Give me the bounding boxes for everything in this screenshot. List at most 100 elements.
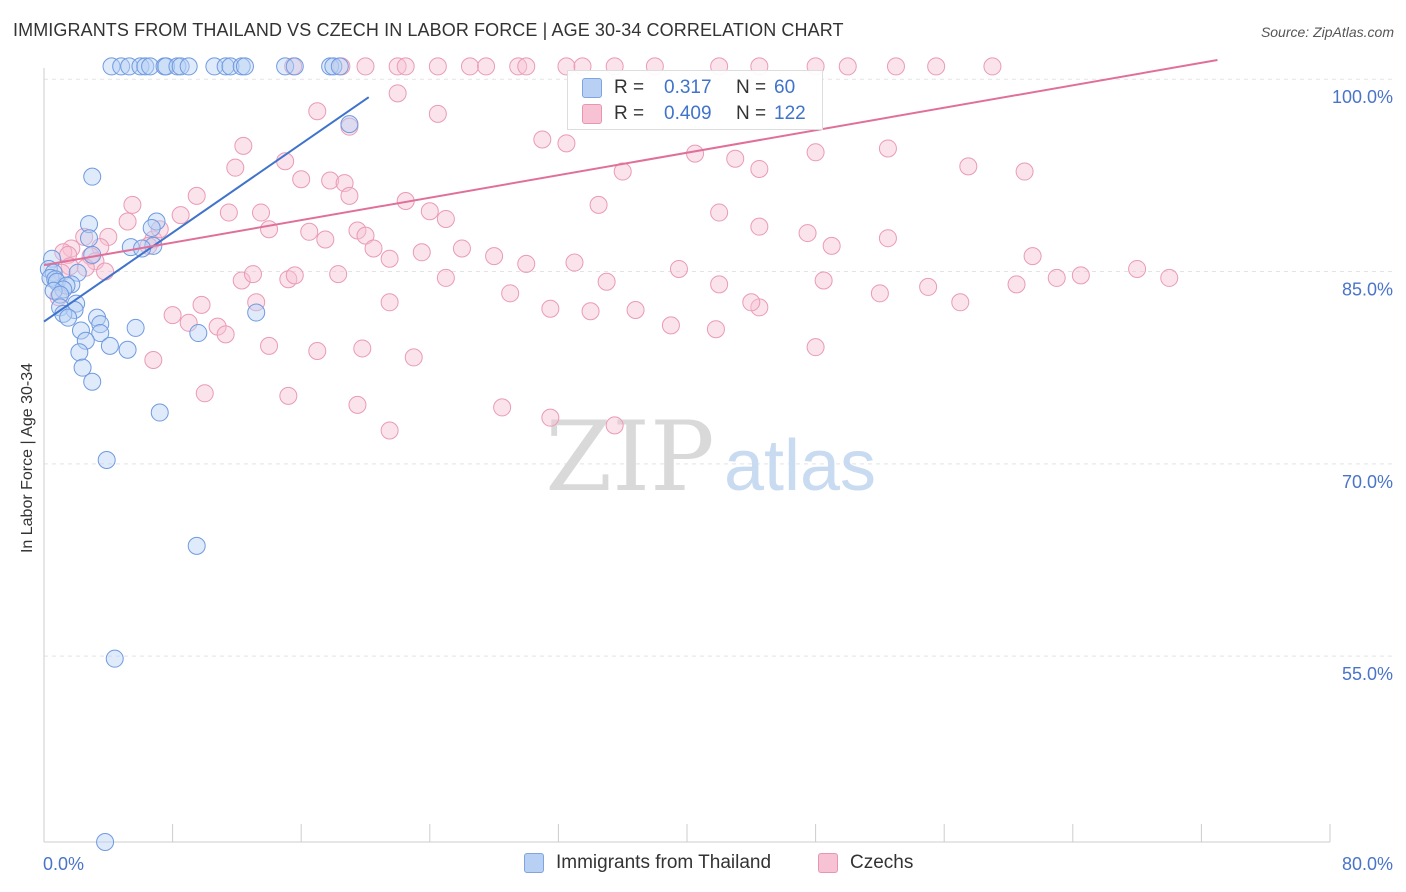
czechs-point	[706, 320, 725, 339]
thailand-point	[136, 57, 155, 76]
stats-legend-row-czechs: R = 0.409 N = 122	[582, 102, 806, 126]
n-label: N =	[736, 77, 767, 98]
y-tick-label: 85.0%	[1342, 280, 1393, 300]
czechs-point	[1128, 259, 1147, 278]
czechs-point	[1071, 266, 1090, 285]
axes	[43, 68, 1331, 843]
czechs-point	[814, 271, 833, 290]
n-value: 60	[774, 77, 796, 98]
czechs-point	[661, 316, 680, 335]
czechs-point	[123, 195, 142, 214]
czechs-point	[485, 247, 504, 266]
czechs-point	[428, 104, 447, 123]
czechs-point	[163, 306, 182, 325]
czechs-point	[750, 217, 769, 236]
czechs-point	[356, 226, 375, 245]
thailand-point	[54, 280, 73, 299]
legend-label-czechs: Czechs	[850, 852, 914, 873]
czechs-point	[886, 57, 905, 76]
czechs-point	[308, 342, 327, 361]
watermark-zip: ZIP	[545, 401, 714, 513]
czechs-point	[118, 212, 137, 231]
chart-title: IMMIGRANTS FROM THAILAND VS CZECH IN LAB…	[13, 20, 844, 40]
czechs-point	[96, 262, 115, 281]
czechs-point	[364, 239, 383, 258]
czechs-point	[388, 84, 407, 103]
thailand-point	[189, 324, 208, 343]
czechs-point	[380, 421, 399, 440]
czechs-point	[710, 203, 729, 222]
thailand-point	[70, 343, 89, 362]
legend-swatch-thailand	[524, 853, 544, 873]
czechs-point	[171, 206, 190, 225]
series-legend: Immigrants from Thailand Czechs	[0, 852, 1406, 878]
swatch-czechs	[582, 104, 602, 124]
czechs-point	[234, 136, 253, 155]
czechs-point	[541, 408, 560, 427]
czechs-point	[750, 159, 769, 178]
czechs-point	[356, 57, 375, 76]
czechs-point	[589, 195, 608, 214]
thailand-point	[141, 57, 160, 76]
czechs-point	[247, 293, 266, 312]
czechs-point	[919, 277, 938, 296]
thailand-point	[80, 229, 99, 248]
thailand-point	[330, 57, 349, 76]
n-value: 122	[774, 103, 806, 124]
czechs-point	[726, 149, 745, 168]
r-label: R =	[614, 103, 645, 124]
thailand-point	[59, 308, 78, 327]
czechs-point	[316, 230, 335, 249]
thailand-point	[80, 215, 99, 234]
czechs-point	[292, 170, 311, 189]
tick-labels: 100.0% 85.0% 70.0% 55.0% 0.0% 80.0%	[43, 87, 1393, 874]
czechs-point	[428, 57, 447, 76]
czechs-point	[870, 284, 889, 303]
czechs-point	[340, 186, 359, 205]
thailand-trend-line	[43, 96, 370, 323]
thailand-point	[285, 57, 304, 76]
legend-item-czechs[interactable]: Czechs	[818, 852, 913, 874]
czechs-point	[1015, 162, 1034, 181]
y-tick-label: 100.0%	[1332, 87, 1393, 107]
czechs-point	[951, 293, 970, 312]
czechs-point	[565, 253, 584, 272]
czechs-point	[1023, 247, 1042, 266]
thailand-point	[187, 536, 206, 555]
thailand-point	[91, 324, 110, 343]
czechs-point	[806, 338, 825, 357]
czechs-point	[1047, 268, 1066, 287]
czechs-point	[927, 57, 946, 76]
czechs-point	[878, 229, 897, 248]
czechs-point	[226, 158, 245, 177]
czechs-point	[581, 302, 600, 321]
swatch-thailand	[582, 78, 602, 98]
czechs-point	[517, 254, 536, 273]
czechs-point	[260, 220, 279, 239]
czechs-point	[300, 222, 319, 241]
thailand-point	[247, 303, 266, 322]
legend-item-thailand[interactable]: Immigrants from Thailand	[524, 852, 771, 874]
czechs-point	[798, 224, 817, 243]
czechs-point	[285, 266, 304, 285]
czechs-point	[219, 203, 238, 222]
thailand-point	[142, 218, 161, 237]
n-label: N =	[736, 103, 767, 124]
thailand-point	[235, 57, 254, 76]
x-tick-label: 80.0%	[1342, 854, 1393, 874]
thailand-point	[105, 649, 124, 668]
czechs-point	[348, 395, 367, 414]
czechs-point	[597, 272, 616, 291]
thailand-point	[97, 450, 116, 469]
y-tick-label: 55.0%	[1342, 664, 1393, 684]
czechs-point	[187, 186, 206, 205]
czechs-point	[452, 239, 471, 258]
czechs-point	[353, 339, 372, 358]
watermark-atlas: atlas	[724, 426, 876, 506]
watermark: ZIP atlas	[545, 401, 876, 513]
thailand-point	[340, 115, 359, 134]
thailand-point	[83, 167, 102, 186]
czechs-point	[195, 384, 214, 403]
thailand-point	[131, 57, 150, 76]
